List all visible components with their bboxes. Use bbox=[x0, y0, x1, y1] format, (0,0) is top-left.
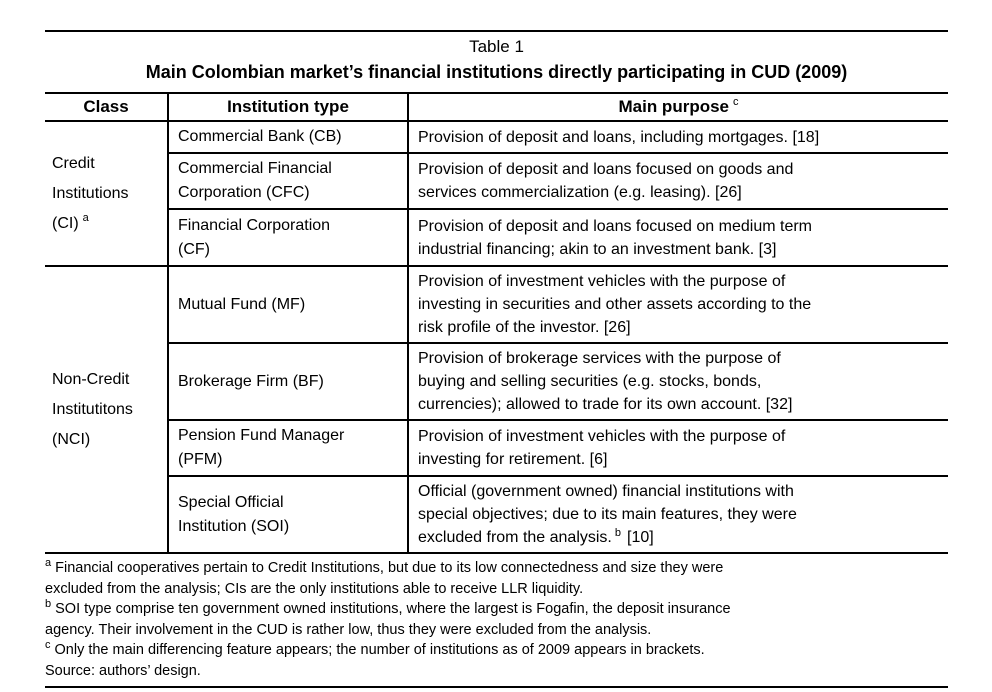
cell-class-credit-institutions: Credit Institutions (CI) a bbox=[45, 121, 169, 267]
table-row-commercial-financial-corporation: Commercial Financial Corporation (CFC) P… bbox=[45, 153, 948, 210]
header-institution-type: Institution type bbox=[168, 92, 409, 122]
cell-purpose-mutual-fund: Provision of investment vehicles with th… bbox=[408, 266, 948, 344]
purpose-count-soi: [10] bbox=[627, 529, 654, 546]
footnote-b-marker: b bbox=[45, 598, 52, 611]
class-label-nci: Non-Credit Institutitons (NCI) bbox=[52, 370, 133, 448]
cell-purpose-brokerage-firm: Provision of brokerage services with the… bbox=[408, 343, 948, 421]
cell-type-pfm: Pension Fund Manager (PFM) bbox=[168, 420, 409, 477]
cell-type-cf: Financial Corporation (CF) bbox=[168, 209, 409, 267]
footnote-a: a Financial cooperatives pertain to Credi… bbox=[45, 557, 724, 597]
table-caption: Table 1 bbox=[469, 37, 524, 56]
table-row-financial-corporation: Financial Corporation (CF) Provision of … bbox=[45, 209, 948, 267]
cell-purpose-cfc: Provision of deposit and loans focused o… bbox=[408, 153, 948, 210]
header-row: Class Institution type Main purpose c bbox=[45, 92, 948, 122]
footnotes: a Financial cooperatives pertain to Credi… bbox=[45, 554, 948, 688]
header-class: Class bbox=[45, 92, 169, 122]
institutions-table: Class Institution type Main purpose c Cre… bbox=[45, 92, 948, 554]
cell-purpose-commercial-bank: Provision of deposit and loans, includin… bbox=[408, 121, 948, 154]
cell-type-cfc: Commercial Financial Corporation (CFC) bbox=[168, 153, 409, 210]
table-row-pension-fund-manager: Pension Fund Manager (PFM) Provision of … bbox=[45, 420, 948, 477]
top-rule bbox=[45, 0, 948, 32]
cell-type-brokerage-firm: Brokerage Firm (BF) bbox=[168, 343, 409, 421]
purpose-note-b: b bbox=[614, 526, 621, 539]
table-sheet: Table 1 Main Colombian market’s financia… bbox=[45, 0, 948, 688]
header-note-c: c bbox=[733, 96, 739, 109]
source-line: Source: authors’ design. bbox=[45, 662, 201, 679]
cell-purpose-cf: Provision of deposit and loans focused o… bbox=[408, 209, 948, 267]
table-row-mutual-fund: Non-Credit Institutitons (NCI) Mutual Fu… bbox=[45, 266, 948, 554]
footnote-b: b SOI type comprise ten government owned … bbox=[45, 598, 731, 638]
footnote-c-marker: c bbox=[45, 639, 51, 652]
cell-type-soi: Special Official Institution (SOI) bbox=[168, 476, 409, 554]
cell-purpose-pfm: Provision of investment vehicles with th… bbox=[408, 420, 948, 477]
cell-type-commercial-bank: Commercial Bank (CB) bbox=[168, 121, 409, 154]
footnote-c: c Only the main differencing feature appe… bbox=[45, 639, 705, 658]
cell-type-mutual-fund: Mutual Fund (MF) bbox=[168, 266, 409, 344]
header-main-purpose-label: Main purpose bbox=[618, 97, 729, 116]
cell-class-non-credit-institutions: Non-Credit Institutitons (NCI) bbox=[45, 266, 169, 554]
class-note-a: a bbox=[82, 212, 89, 225]
class-label-ci: Credit Institutions (CI) bbox=[52, 154, 129, 232]
cell-purpose-soi: Official (government owned) financial in… bbox=[408, 476, 948, 554]
header-main-purpose: Main purpose c bbox=[408, 92, 948, 122]
footnote-a-marker: a bbox=[45, 557, 52, 570]
table-row-commercial-bank: Credit Institutions (CI) a Commercial Ban… bbox=[45, 121, 948, 267]
table-row-brokerage-firm: Brokerage Firm (BF) Provision of brokera… bbox=[45, 343, 948, 421]
table-row-special-official-institution: Special Official Institution (SOI) Offic… bbox=[45, 476, 948, 554]
table-title: Main Colombian market’s financial instit… bbox=[145, 62, 848, 82]
